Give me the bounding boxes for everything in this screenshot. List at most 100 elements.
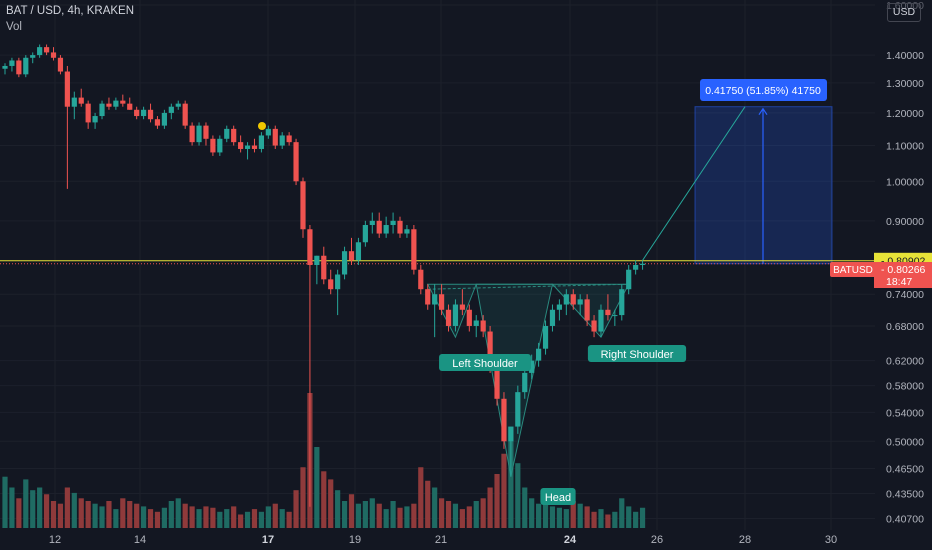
candle-body	[57, 57, 64, 72]
volume-bar	[328, 479, 334, 528]
candle-body	[570, 294, 576, 305]
y-tick-label: 0.62000	[886, 356, 924, 368]
volume-bar	[591, 511, 597, 528]
y-tick-label: 0.43500	[886, 489, 924, 501]
volume-bar	[37, 487, 43, 528]
projection-label: 0.41750 (51.85%) 41750	[705, 85, 821, 97]
head-shape	[475, 283, 554, 477]
candle-body	[30, 55, 36, 58]
volume-bar	[134, 503, 140, 528]
x-tick-label: 28	[739, 534, 751, 546]
volume-bar	[549, 506, 556, 528]
volume-bar	[605, 514, 611, 528]
candle-body	[50, 52, 57, 58]
volume-bar	[113, 509, 119, 528]
candle-body	[438, 294, 445, 310]
x-tick-label: 21	[435, 534, 447, 546]
volume-indicator-label: Vol	[6, 21, 22, 33]
volume-bar	[466, 506, 472, 528]
candle-body	[71, 97, 77, 107]
volume-bar	[598, 509, 604, 528]
candle-body	[113, 100, 119, 107]
candle-body	[459, 304, 465, 310]
candle-body	[168, 106, 174, 113]
y-tick-label: 0.90000	[886, 216, 924, 228]
candle-body	[626, 269, 632, 290]
volume-bar	[438, 498, 445, 528]
candle-body	[217, 138, 223, 153]
volume-bar	[341, 501, 348, 528]
candle-body	[355, 242, 362, 261]
candle-body	[43, 47, 50, 53]
candle-body	[515, 392, 521, 427]
volume-bar	[244, 511, 251, 528]
y-tick-label: 0.74000	[886, 289, 924, 301]
candle-body	[286, 135, 292, 143]
volume-bar	[71, 492, 77, 528]
candle-body	[605, 309, 611, 316]
candle-body	[432, 294, 438, 305]
x-tick-label: 30	[825, 534, 837, 546]
neckline	[427, 283, 629, 290]
candle-body	[536, 348, 542, 361]
candle-body	[272, 128, 278, 146]
volume-bar	[300, 467, 306, 528]
candle-body	[584, 299, 590, 321]
candle-body	[445, 309, 452, 326]
volume-bar	[432, 487, 438, 528]
volume-bar	[501, 453, 507, 528]
volume-bar	[369, 498, 375, 528]
volume-bar	[50, 501, 57, 528]
candle-body	[189, 125, 195, 143]
projection-label-box	[700, 79, 827, 101]
candle-body	[411, 229, 417, 270]
volume-bar	[556, 507, 562, 528]
candle-body	[210, 138, 216, 153]
candle-body	[418, 269, 424, 290]
candle-body	[224, 128, 230, 139]
candle-body	[265, 128, 271, 136]
candle-body	[258, 135, 265, 149]
volume-bar	[92, 503, 98, 528]
chart-title: BAT / USD, 4h, KRAKEN	[6, 5, 135, 17]
volume-bar	[397, 507, 403, 528]
candle-body	[251, 145, 258, 149]
candle-body	[9, 60, 15, 66]
volume-bar	[418, 467, 424, 528]
candle-body	[480, 320, 486, 332]
candle-body	[508, 426, 514, 442]
volume-bar	[362, 501, 368, 528]
candle-body	[154, 119, 161, 126]
candle-body	[473, 320, 479, 326]
candle-body	[120, 100, 126, 104]
left-shoulder-label-box	[439, 354, 531, 371]
y-tick-label: 0.68000	[886, 321, 924, 333]
y-tick-label: 0.54000	[886, 407, 924, 419]
volume-bar	[390, 501, 396, 528]
volume-bar	[279, 509, 285, 528]
candle-body	[37, 47, 43, 56]
candle-body	[452, 304, 459, 326]
volume-bar	[563, 509, 569, 528]
candle-body	[633, 265, 639, 270]
volume-bar	[272, 503, 278, 528]
volume-bar	[147, 509, 154, 528]
candle-body	[99, 103, 105, 117]
candle-body	[335, 274, 341, 290]
volume-bar	[106, 501, 112, 528]
candle-body	[591, 320, 597, 332]
right-shoulder-label: Right Shoulder	[601, 349, 674, 361]
currency-button[interactable]: USD	[887, 3, 921, 22]
candle-body	[619, 289, 625, 316]
candle-body	[501, 398, 507, 442]
y-tick-label: 0.40700	[886, 513, 924, 525]
volume-bar	[612, 511, 618, 528]
volume-bar	[258, 511, 265, 528]
candle-body	[182, 103, 188, 126]
volume-bar	[64, 487, 70, 528]
volume-bar	[459, 509, 465, 528]
volume-bar	[619, 498, 625, 528]
candle-body	[328, 279, 334, 290]
y-tick-label: 1.40000	[886, 50, 924, 62]
